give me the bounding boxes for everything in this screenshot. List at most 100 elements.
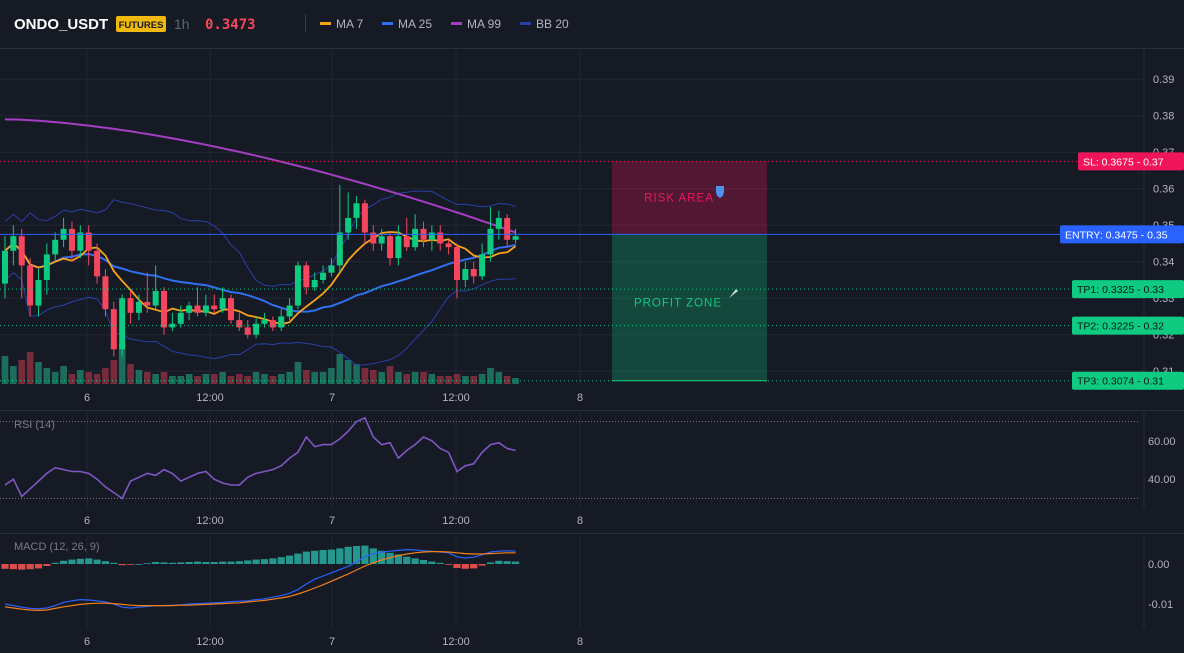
interval-label[interactable]: 1h: [174, 16, 190, 32]
volume-bar: [202, 374, 210, 384]
volume-bar: [353, 364, 360, 384]
stop-loss-tag: [1078, 152, 1184, 171]
macd-histogram-bar: [285, 555, 294, 564]
price-tick-label: 0.36: [1153, 184, 1174, 196]
take-profit-tag-text: TP1: 0.3325 - 0.33: [1077, 284, 1164, 296]
take-profit-tag-text: TP3: 0.3074 - 0.31: [1077, 376, 1164, 388]
candle-body: [487, 228, 494, 255]
volume-bar: [261, 374, 268, 384]
volume-bar: [462, 376, 469, 384]
last-price-label: 0.3473: [205, 17, 256, 33]
futures-badge: [116, 16, 166, 32]
volume-bar: [160, 372, 168, 384]
volume-bar: [135, 370, 143, 384]
macd-histogram-bar: [511, 561, 520, 564]
macd-histogram-bar: [394, 554, 402, 564]
macd-histogram-bar: [302, 551, 310, 564]
volume-bar: [169, 376, 176, 384]
candle-body: [320, 272, 327, 280]
candle-body: [479, 254, 486, 277]
price-tick-label: 0.34: [1153, 257, 1174, 269]
macd-histogram-bar: [9, 564, 17, 570]
macd-signal-line: [4, 550, 516, 612]
volume-bar: [361, 368, 369, 384]
candle-body: [194, 305, 201, 313]
volume-bar: [194, 376, 201, 384]
macd-histogram-bar: [219, 561, 227, 564]
volume-bar: [386, 366, 394, 384]
candle-body: [102, 276, 109, 310]
candle-body: [177, 312, 184, 324]
volume-bar: [110, 360, 118, 384]
volume-bar: [35, 362, 42, 384]
volume-bar: [319, 372, 327, 384]
candle-body: [412, 228, 419, 248]
candle-body: [35, 279, 42, 306]
candle-body: [94, 250, 101, 277]
macd-histogram-bar: [202, 562, 210, 564]
macd-histogram-bar: [369, 548, 377, 564]
price-panel[interactable]: 0.390.380.370.360.350.340.330.320.31RISK…: [0, 48, 1184, 411]
volume-bar: [369, 370, 377, 384]
macd-histogram-bar: [193, 561, 202, 564]
header-divider: [305, 14, 306, 32]
macd-histogram-bar: [244, 560, 252, 564]
volume-bar: [512, 378, 519, 384]
volume-bar: [395, 372, 402, 384]
legend-swatch: [382, 22, 393, 25]
volume-bar: [210, 374, 218, 384]
candle-body: [512, 236, 519, 240]
volume-bar: [277, 374, 285, 384]
volume-bar: [93, 374, 101, 384]
candle-body: [353, 203, 360, 218]
macd-histogram-bar: [168, 562, 176, 564]
candle-body: [2, 250, 8, 284]
macd-tick-label: -0.01: [1148, 599, 1173, 611]
volume-bar: [495, 372, 503, 384]
macd-panel[interactable]: MACD (12, 26, 9) 0.00 -0.01 6 12:00 7 12:00 8: [1, 536, 1173, 648]
volume-bar: [286, 372, 293, 384]
volume-bar: [294, 362, 302, 384]
volume-bar: [478, 374, 486, 384]
macd-histogram-bar: [470, 564, 478, 569]
candle-body: [119, 298, 126, 350]
ma25-line: [4, 242, 516, 313]
macd-histogram-bar: [411, 558, 419, 564]
macd-histogram-bar: [361, 545, 369, 564]
macd-histogram-bar: [160, 562, 168, 564]
volume-bar: [252, 372, 260, 384]
time-tick-label: 6: [84, 392, 90, 404]
candle-body: [144, 301, 151, 306]
volume-bar: [453, 374, 461, 384]
candle-body: [85, 232, 92, 251]
macd-histogram-bar: [210, 562, 218, 564]
macd-title: MACD (12, 26, 9): [14, 541, 100, 553]
macd-histogram-bar: [344, 546, 352, 564]
macd-histogram-bar: [311, 550, 319, 564]
header-separator: [0, 48, 1184, 49]
stop-loss-tag-text: SL: 0.3675 - 0.37: [1083, 156, 1164, 168]
candle-body: [135, 301, 142, 313]
macd-histogram-bar: [269, 558, 277, 564]
macd-histogram-bar: [126, 564, 135, 565]
volume-bar: [403, 374, 411, 384]
macd-histogram-bar: [43, 564, 51, 566]
macd-histogram-bar: [453, 564, 461, 568]
macd-histogram-bar: [428, 561, 436, 564]
candle-body: [261, 320, 268, 324]
candle-body: [236, 320, 243, 328]
rsi-panel[interactable]: RSI (14) 60.00 40.00 6 12:00 7 12:00 8: [0, 412, 1184, 534]
candle-body: [211, 305, 218, 310]
volume-bar: [470, 376, 478, 384]
volume-bar: [102, 368, 109, 384]
macd-histogram-bar: [118, 564, 126, 566]
macd-histogram-bar: [185, 562, 193, 564]
macd-histogram-bar: [85, 558, 93, 564]
panel-separator: [0, 533, 1184, 534]
macd-histogram-bar: [227, 561, 235, 564]
candle-body: [152, 290, 159, 306]
risk-area-label: RISK AREA: [644, 192, 714, 204]
macd-histogram-bar: [277, 557, 285, 564]
